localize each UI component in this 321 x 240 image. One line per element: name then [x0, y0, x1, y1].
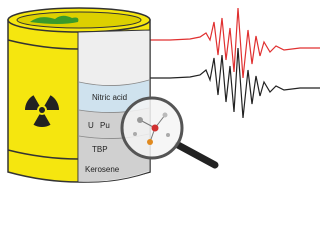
magnifier-handle	[174, 141, 219, 169]
black-spectrum	[140, 47, 320, 119]
label-nitric-acid: Nitric acid	[92, 93, 127, 102]
green-residue	[30, 15, 79, 24]
label-pu: Pu	[100, 121, 110, 130]
barrel-lid	[16, 11, 142, 29]
label-tbp: TBP	[92, 145, 108, 154]
molecule	[133, 112, 170, 145]
label-kerosene: Kerosene	[85, 165, 120, 174]
red-spectrum	[140, 7, 320, 79]
label-u: U	[88, 121, 94, 130]
page: Nitric acid U Pu TBP Kerosene (() => { c…	[7, 7, 320, 183]
illustration: Nitric acid U Pu TBP Kerosene	[7, 7, 320, 183]
radiation-symbol	[25, 95, 59, 127]
